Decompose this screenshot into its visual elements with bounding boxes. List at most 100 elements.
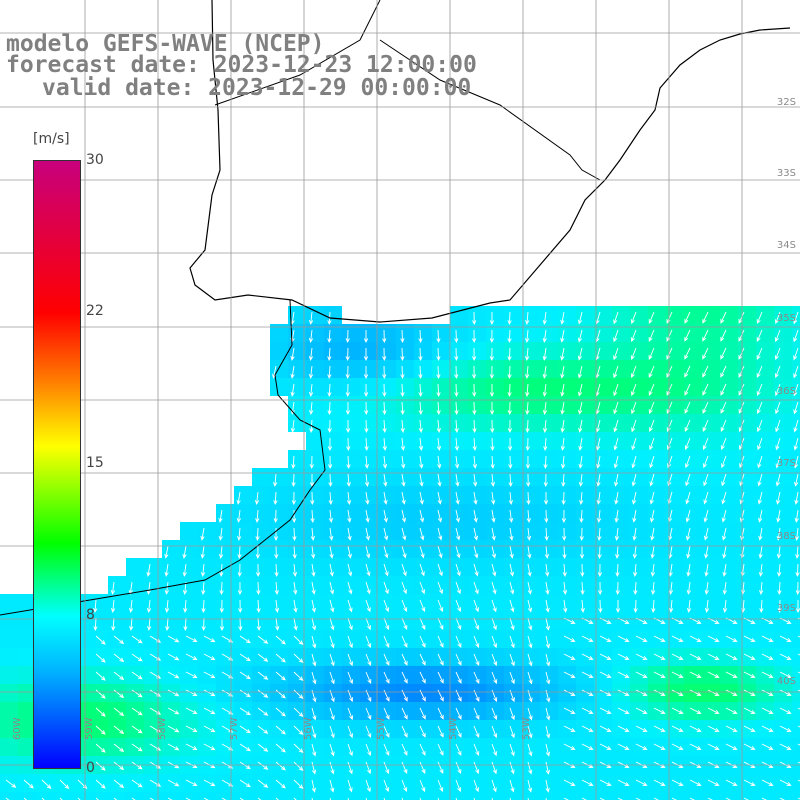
wind-speed-cell <box>198 738 216 756</box>
wind-arrow <box>365 599 371 613</box>
wind-arrow <box>311 563 316 577</box>
lat-label: 35S <box>776 313 796 324</box>
wind-arrow <box>437 707 444 720</box>
wind-arrow <box>793 383 799 397</box>
wind-arrow <box>613 401 619 415</box>
wind-arrow <box>686 545 691 559</box>
wind-arrow <box>527 761 533 775</box>
wind-speed-cell <box>630 558 648 576</box>
wind-arrow <box>256 617 261 631</box>
wind-arrow <box>635 689 648 696</box>
wind-arrow <box>761 635 774 642</box>
wind-speed-cell <box>360 522 378 540</box>
wind-speed-cell <box>612 684 630 702</box>
wind-speed-cell <box>360 648 378 666</box>
wind-speed-cell <box>576 468 594 486</box>
lat-label: 32S <box>776 97 796 108</box>
wind-arrow <box>779 779 792 786</box>
wind-arrow <box>219 617 225 632</box>
wind-arrow <box>185 725 198 733</box>
wind-speed-cell <box>702 738 720 756</box>
wind-arrow <box>400 347 405 362</box>
wind-speed-cell <box>648 576 666 594</box>
wind-speed-cell <box>720 360 738 378</box>
wind-arrow <box>563 707 576 714</box>
wind-arrow <box>274 563 279 578</box>
wind-arrow <box>702 329 709 342</box>
wind-speed-cell <box>612 432 630 450</box>
wind-arrow <box>774 311 781 325</box>
wind-arrow <box>707 635 720 642</box>
wind-arrow <box>329 527 334 541</box>
wind-arrow <box>185 743 198 751</box>
wind-arrow <box>113 653 125 663</box>
wind-arrow <box>329 635 335 649</box>
wind-arrow <box>236 491 241 505</box>
wind-arrow <box>293 581 298 595</box>
wind-speed-cell <box>666 396 684 414</box>
wind-speed-cell <box>612 774 630 792</box>
wind-speed-cell <box>774 684 792 702</box>
wind-arrow <box>238 599 243 614</box>
wind-arrow <box>721 527 727 541</box>
wind-speed-cell <box>504 324 522 342</box>
wind-speed-cell <box>522 468 540 486</box>
wind-speed-cell <box>504 648 522 666</box>
wind-arrow <box>203 797 209 800</box>
wind-arrow <box>185 671 198 679</box>
wind-speed-cell <box>144 576 162 594</box>
wind-speed-cell <box>252 468 270 486</box>
wind-arrow <box>345 365 350 380</box>
wind-arrow <box>328 473 333 488</box>
wind-arrow <box>131 743 143 752</box>
wind-speed-cell <box>432 558 450 576</box>
wind-arrow <box>401 653 408 666</box>
wind-arrow <box>630 311 637 325</box>
wind-speed-cell <box>198 558 216 576</box>
wind-speed-cell <box>288 360 306 378</box>
wind-arrow <box>167 653 180 661</box>
wind-arrow <box>329 761 335 775</box>
wind-speed-cell <box>126 666 144 684</box>
wind-speed-cell <box>378 774 396 792</box>
wind-arrow <box>720 437 727 451</box>
wind-arrow <box>527 599 533 613</box>
wind-arrow <box>653 707 666 714</box>
wind-arrow <box>219 581 224 596</box>
wind-speed-cell <box>558 684 576 702</box>
wind-speed-cell <box>738 342 756 360</box>
wind-arrow <box>597 581 603 596</box>
wind-arrow <box>542 383 547 397</box>
wind-arrow <box>455 653 462 666</box>
wind-speed-cell <box>702 594 720 612</box>
wind-arrow <box>544 527 549 542</box>
wind-speed-cell <box>0 702 18 720</box>
wind-speed-cell <box>792 450 800 468</box>
wind-arrow <box>164 563 169 577</box>
wind-arrow <box>311 707 317 721</box>
wind-speed-cell <box>738 558 756 576</box>
wind-speed-cell <box>594 522 612 540</box>
wind-arrow <box>257 761 269 770</box>
wind-arrow <box>473 779 479 793</box>
wind-arrow <box>613 383 619 397</box>
wind-arrow <box>327 419 332 434</box>
wind-arrow <box>95 671 106 681</box>
wind-speed-cell <box>324 684 342 702</box>
wind-arrow <box>648 347 655 360</box>
wind-speed-cell <box>576 504 594 522</box>
wind-arrow <box>577 311 583 325</box>
wind-arrow <box>293 707 304 717</box>
wind-arrow <box>437 761 444 774</box>
wind-speed-cell <box>522 306 540 324</box>
wind-arrow <box>542 419 548 433</box>
wind-speed-cell <box>360 432 378 450</box>
wind-arrow <box>419 635 426 648</box>
wind-speed-cell <box>612 360 630 378</box>
wind-speed-cell <box>522 324 540 342</box>
wind-arrow <box>543 491 549 506</box>
wind-arrow <box>563 635 576 642</box>
wind-arrow <box>795 563 800 578</box>
wind-arrow <box>526 527 532 541</box>
wind-arrow <box>563 689 576 696</box>
